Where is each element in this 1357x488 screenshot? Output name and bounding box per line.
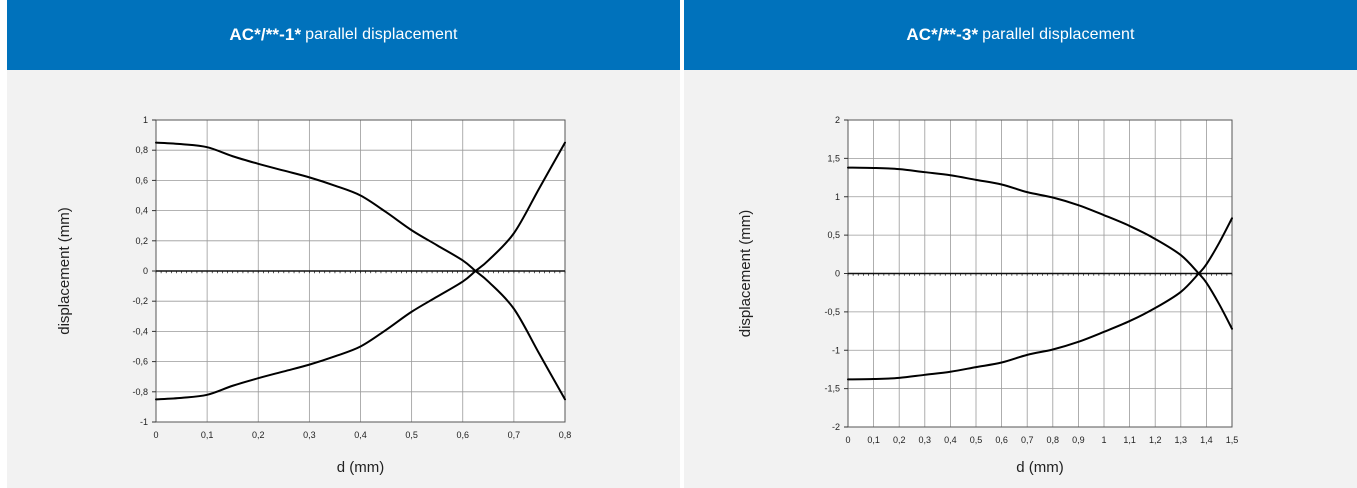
x-tick-label: 0 xyxy=(153,430,158,440)
series-line-1 xyxy=(847,166,1233,330)
x-tick-label: 0,2 xyxy=(252,430,265,440)
x-tick-label: 1,1 xyxy=(1123,435,1136,445)
y-tick-label: 0,2 xyxy=(135,236,148,246)
chart-title-main-right: AC*/**-3* xyxy=(906,25,979,44)
y-tick-label: -0,8 xyxy=(132,387,148,397)
x-tick-label: 0,4 xyxy=(354,430,367,440)
x-tick-label: 0,7 xyxy=(508,430,521,440)
x-tick-label: 1,5 xyxy=(1226,435,1239,445)
chart-right: 2 1,5 1 0,5 0 -0,5 -1 -1,5 -2 0 0,1 0,2 0,3 0,4 0,5 0,6… xyxy=(737,115,1239,476)
chart-panel-left: AC*/**-1* parallel displacement 1 0,8 0,6 0… xyxy=(7,0,680,488)
y-axis-title: displacement (mm) xyxy=(737,210,754,338)
x-tick-label: 0,3 xyxy=(303,430,316,440)
x-tick-label: 0,3 xyxy=(919,435,932,445)
x-tick-label: 0,1 xyxy=(201,430,214,440)
y-tick-label: -1,5 xyxy=(824,384,840,394)
x-tick-label: 1,4 xyxy=(1200,435,1213,445)
x-tick-label: 0,7 xyxy=(1021,435,1034,445)
y-tick-label: -0,2 xyxy=(132,296,148,306)
y-axis-title: displacement (mm) xyxy=(56,207,73,335)
chart-title-rest-left: parallel displacement xyxy=(305,26,458,43)
y-tick-label: 0 xyxy=(835,269,840,279)
x-axis-title: d (mm) xyxy=(337,459,385,476)
x-tick-label: 0,5 xyxy=(970,435,983,445)
x-tick-label: 0,6 xyxy=(456,430,469,440)
chart-title-main-left: AC*/**-1* xyxy=(229,25,302,44)
x-tick-label: 1,2 xyxy=(1149,435,1162,445)
x-tick-label: 1,3 xyxy=(1175,435,1188,445)
y-tick-label: 0,5 xyxy=(827,230,840,240)
x-tick-label: 0 xyxy=(845,435,850,445)
series-line-2 xyxy=(847,217,1233,381)
y-tick-label: -0,4 xyxy=(132,326,148,336)
series-line-2 xyxy=(155,141,566,401)
x-axis-title: d (mm) xyxy=(1016,459,1064,476)
y-tick-label: 0,6 xyxy=(135,175,148,185)
series-line-1 xyxy=(155,141,566,401)
x-tick-label: 0,8 xyxy=(1047,435,1060,445)
x-tick-label: 0,9 xyxy=(1072,435,1085,445)
x-tick-label: 0,5 xyxy=(405,430,418,440)
x-tick-label: 0,4 xyxy=(944,435,957,445)
chart-left: 1 0,8 0,6 0,4 0,2 0 -0,2 -0,4 -0,6 -0,8 -1 0 0,1 0,2 0… xyxy=(56,115,572,476)
x-tick-label: 0,1 xyxy=(867,435,880,445)
chart-header-right: AC*/**-3* parallel displacement xyxy=(684,0,1357,70)
y-tick-label: 1 xyxy=(835,192,840,202)
chart-title-rest-right: parallel displacement xyxy=(982,26,1135,43)
x-tick-label: 0,8 xyxy=(559,430,572,440)
y-tick-label: -2 xyxy=(832,422,840,432)
y-tick-label: -1 xyxy=(140,417,148,427)
y-tick-label: -1 xyxy=(832,345,840,355)
x-tick-label: 1 xyxy=(1101,435,1106,445)
y-tick-label: 1,5 xyxy=(827,153,840,163)
y-tick-label: 0 xyxy=(143,266,148,276)
y-tick-label: 0,8 xyxy=(135,145,148,155)
y-tick-label: -0,6 xyxy=(132,357,148,367)
y-tick-label: 2 xyxy=(835,115,840,125)
y-tick-label: -0,5 xyxy=(824,307,840,317)
y-tick-label: 1 xyxy=(143,115,148,125)
chart-panel-right: AC*/**-3* parallel displacement 2 1,5 1 0,5… xyxy=(684,0,1357,488)
x-tick-label: 0,6 xyxy=(995,435,1008,445)
chart-header-left: AC*/**-1* parallel displacement xyxy=(7,0,680,70)
y-tick-label: 0,4 xyxy=(135,206,148,216)
x-tick-label: 0,2 xyxy=(893,435,906,445)
